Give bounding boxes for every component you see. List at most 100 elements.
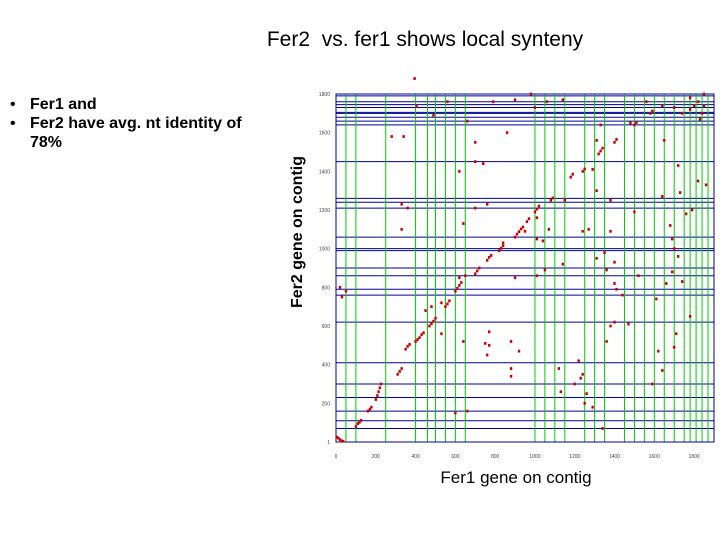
dot-point bbox=[613, 260, 616, 264]
dot-point bbox=[338, 285, 342, 289]
dot-point bbox=[489, 254, 493, 257]
dot-point bbox=[587, 227, 590, 231]
dot-point bbox=[535, 207, 539, 211]
dot-point bbox=[603, 251, 606, 254]
y-tick-label: 1000 bbox=[319, 247, 330, 253]
dot-point bbox=[486, 202, 489, 206]
dot-point bbox=[535, 237, 539, 241]
dot-point bbox=[434, 316, 437, 320]
dot-point bbox=[509, 340, 513, 343]
dot-point bbox=[458, 169, 461, 173]
dot-point bbox=[400, 227, 403, 231]
dot-point bbox=[356, 422, 360, 426]
dot-point bbox=[688, 96, 692, 100]
dot-point bbox=[517, 230, 521, 234]
dot-point bbox=[655, 297, 658, 301]
dot-point bbox=[595, 139, 598, 142]
dot-point bbox=[462, 340, 465, 343]
dot-point bbox=[673, 106, 676, 109]
dot-point bbox=[579, 376, 582, 380]
dot-point bbox=[478, 266, 481, 270]
dot-point bbox=[637, 274, 640, 278]
dot-point bbox=[466, 119, 469, 123]
dot-point bbox=[513, 235, 517, 239]
dot-point bbox=[605, 268, 608, 272]
x-axis-title: Fer1 gene on contig bbox=[440, 468, 592, 487]
dot-point bbox=[615, 138, 618, 141]
dot-point bbox=[599, 123, 602, 127]
dot-point bbox=[559, 390, 563, 394]
dot-point bbox=[501, 241, 505, 245]
bullet-text: Fer2 have avg. nt identity of 78% bbox=[30, 115, 242, 151]
dot-point bbox=[673, 247, 676, 251]
dot-point bbox=[692, 104, 696, 107]
dot-point bbox=[402, 135, 405, 138]
dot-point bbox=[446, 100, 449, 104]
dot-point bbox=[605, 340, 608, 343]
dot-point bbox=[474, 206, 477, 210]
dot-point bbox=[561, 262, 564, 266]
bullet-item: • Fer1 and bbox=[10, 95, 250, 114]
dot-point bbox=[698, 117, 702, 121]
dot-point bbox=[551, 196, 555, 200]
dot-point bbox=[680, 280, 684, 283]
dot-point bbox=[671, 270, 674, 274]
dot-point bbox=[474, 140, 477, 144]
dot-point bbox=[702, 104, 706, 107]
dot-point bbox=[415, 105, 418, 108]
dot-point bbox=[400, 202, 403, 206]
dot-point bbox=[704, 183, 708, 187]
dot-point bbox=[613, 140, 616, 144]
dot-point bbox=[400, 367, 403, 370]
x-tick-label: 1400 bbox=[609, 454, 620, 460]
dot-point bbox=[696, 179, 700, 183]
dot-point bbox=[678, 191, 682, 194]
dot-point bbox=[529, 92, 533, 96]
dot-point bbox=[595, 189, 598, 193]
dot-point bbox=[519, 227, 523, 231]
dot-point bbox=[501, 244, 505, 248]
dot-point bbox=[474, 272, 477, 276]
dot-point bbox=[422, 331, 425, 335]
bullet-marker: • bbox=[10, 115, 16, 132]
dot-point bbox=[378, 386, 381, 390]
dot-point bbox=[535, 216, 539, 220]
dot-point bbox=[432, 319, 435, 323]
dot-point bbox=[428, 324, 431, 328]
dot-point bbox=[684, 212, 688, 216]
dot-point bbox=[484, 342, 487, 345]
y-tick-label: 400 bbox=[322, 363, 331, 369]
x-tick-label: 200 bbox=[372, 454, 381, 460]
dot-point bbox=[527, 217, 531, 221]
dot-point bbox=[430, 322, 433, 326]
dot-point bbox=[344, 289, 348, 293]
dot-point bbox=[563, 198, 566, 202]
dot-point bbox=[633, 123, 636, 127]
dot-point bbox=[418, 336, 421, 339]
dot-point bbox=[505, 131, 509, 135]
dot-point bbox=[676, 255, 680, 258]
bullet-list: • Fer1 and • Fer2 have avg. nt identity … bbox=[10, 95, 250, 152]
dot-point bbox=[379, 382, 383, 386]
dot-point bbox=[358, 420, 361, 424]
dot-point bbox=[521, 225, 525, 229]
dot-point bbox=[444, 305, 447, 309]
dot-point bbox=[513, 98, 517, 102]
dot-point bbox=[430, 305, 433, 309]
slide-title: Fer2 vs. fer1 shows local synteny bbox=[266, 28, 584, 51]
x-tick-label: 600 bbox=[451, 454, 460, 460]
dot-point bbox=[651, 109, 654, 113]
dot-point bbox=[359, 418, 363, 422]
dot-point bbox=[545, 100, 549, 104]
dot-point bbox=[561, 98, 564, 102]
dot-point bbox=[661, 195, 664, 198]
dot-point bbox=[432, 113, 435, 117]
dot-point bbox=[569, 175, 572, 179]
dot-point bbox=[458, 284, 461, 287]
y-tick-label: 1200 bbox=[319, 208, 330, 214]
dot-point bbox=[599, 149, 602, 153]
dot-point bbox=[609, 198, 612, 202]
bullet-text: Fer1 and bbox=[30, 96, 97, 113]
dot-point bbox=[446, 302, 449, 306]
dot-point bbox=[354, 425, 358, 428]
